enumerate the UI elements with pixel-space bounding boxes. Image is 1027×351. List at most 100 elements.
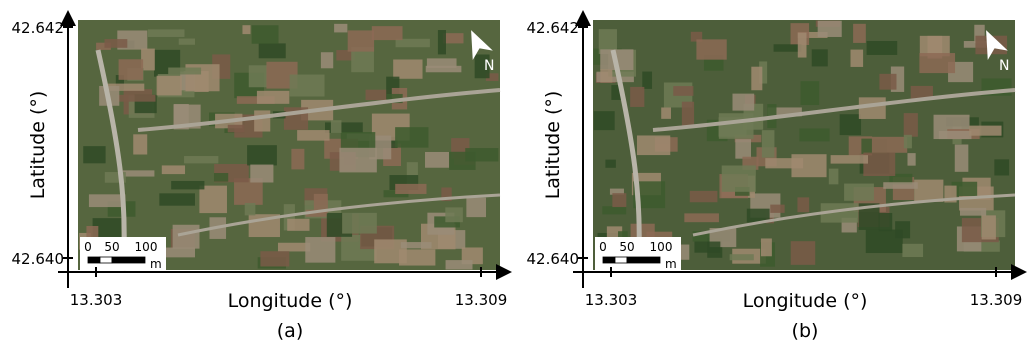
image-patch [83,146,105,163]
image-patch [770,205,784,213]
image-patch [287,219,309,231]
image-patch [630,87,644,107]
image-patch [141,49,155,71]
panel-caption: (a) [277,320,303,342]
image-patch [257,91,289,104]
image-patch [812,49,828,66]
image-patch [955,144,969,171]
image-patch [762,130,775,157]
satellite-image [593,20,1015,270]
image-patch [162,165,185,174]
image-patch [214,173,228,182]
image-patch [119,59,144,80]
image-patch [399,249,435,265]
north-label: N [484,58,494,74]
image-patch [866,230,903,253]
image-patch [831,155,868,163]
image-patch [157,76,182,96]
image-patch [291,149,304,170]
y-tick-label: 42.642 [12,19,65,37]
image-patch [682,102,694,127]
x-tick-label: 13.309 [455,291,508,309]
image-patch [907,153,915,166]
scale-label: 50 [104,240,119,254]
image-patch [690,191,718,202]
scale-segment [615,257,627,263]
image-patch [600,69,612,82]
image-patch [612,193,626,207]
image-patch [334,24,347,33]
image-patch [331,120,342,133]
scale-label: 0 [599,240,607,254]
image-patch [395,127,428,147]
image-patch [969,126,1001,136]
x-axis-label: Longitude (°) [743,290,868,312]
scale-label: 100 [650,240,673,254]
image-patch [242,25,250,34]
image-patch [904,113,918,137]
satellite-image [78,20,500,270]
image-patch [179,39,195,45]
scale-segment [112,257,145,263]
image-patch [171,181,204,189]
image-patch [89,194,126,207]
image-patch [797,197,809,212]
image-patch [637,135,670,155]
image-patch [594,111,615,130]
image-patch [853,24,866,43]
x-tick-label: 13.309 [970,291,1023,309]
image-patch [765,158,803,168]
image-patch [297,130,329,141]
image-patch [840,114,861,135]
image-patch [252,25,279,43]
image-patch [427,58,457,68]
image-patch [148,29,185,37]
x-axis-label: Longitude (°) [228,290,353,312]
image-patch [602,206,626,214]
image-patch [730,254,754,260]
image-patch [104,39,127,48]
image-patch [801,81,820,105]
image-patch [254,110,270,131]
image-patch [401,242,432,248]
scale-segment [603,257,615,263]
image-patch [904,135,912,148]
image-patch [348,30,374,51]
image-patch [366,90,390,100]
y-axis-label: Latitude (°) [27,91,49,200]
image-patch [118,95,156,102]
image-patch [199,186,227,213]
image-patch [445,207,463,222]
image-patch [133,134,147,154]
x-tick-label: 13.303 [585,291,638,309]
image-patch [694,242,720,253]
image-patch [393,59,422,78]
north-label: N [999,58,1009,74]
scale-segment [88,257,100,263]
image-patch [722,165,756,191]
image-patch [260,251,289,266]
image-patch [173,225,200,249]
image-patch [680,245,689,260]
image-patch [791,241,815,265]
image-patch [799,128,829,141]
image-patch [465,148,498,161]
image-patch [732,94,754,111]
y-tick-label: 42.640 [527,250,580,268]
image-patch [774,44,802,51]
scale-unit: m [665,257,677,271]
image-patch [735,139,751,158]
image-patch [321,52,333,68]
panel: N050100m42.64242.64013.30313.309Latitude… [527,12,1026,342]
scale-label: 100 [135,240,158,254]
image-patch [761,238,772,256]
image-patch [673,86,693,96]
image-patch [844,184,874,201]
image-patch [372,26,403,40]
image-patch [325,122,363,133]
y-tick-label: 42.640 [12,250,65,268]
x-tick-label: 13.303 [70,291,123,309]
image-patch [919,53,955,73]
image-patch [438,30,446,54]
